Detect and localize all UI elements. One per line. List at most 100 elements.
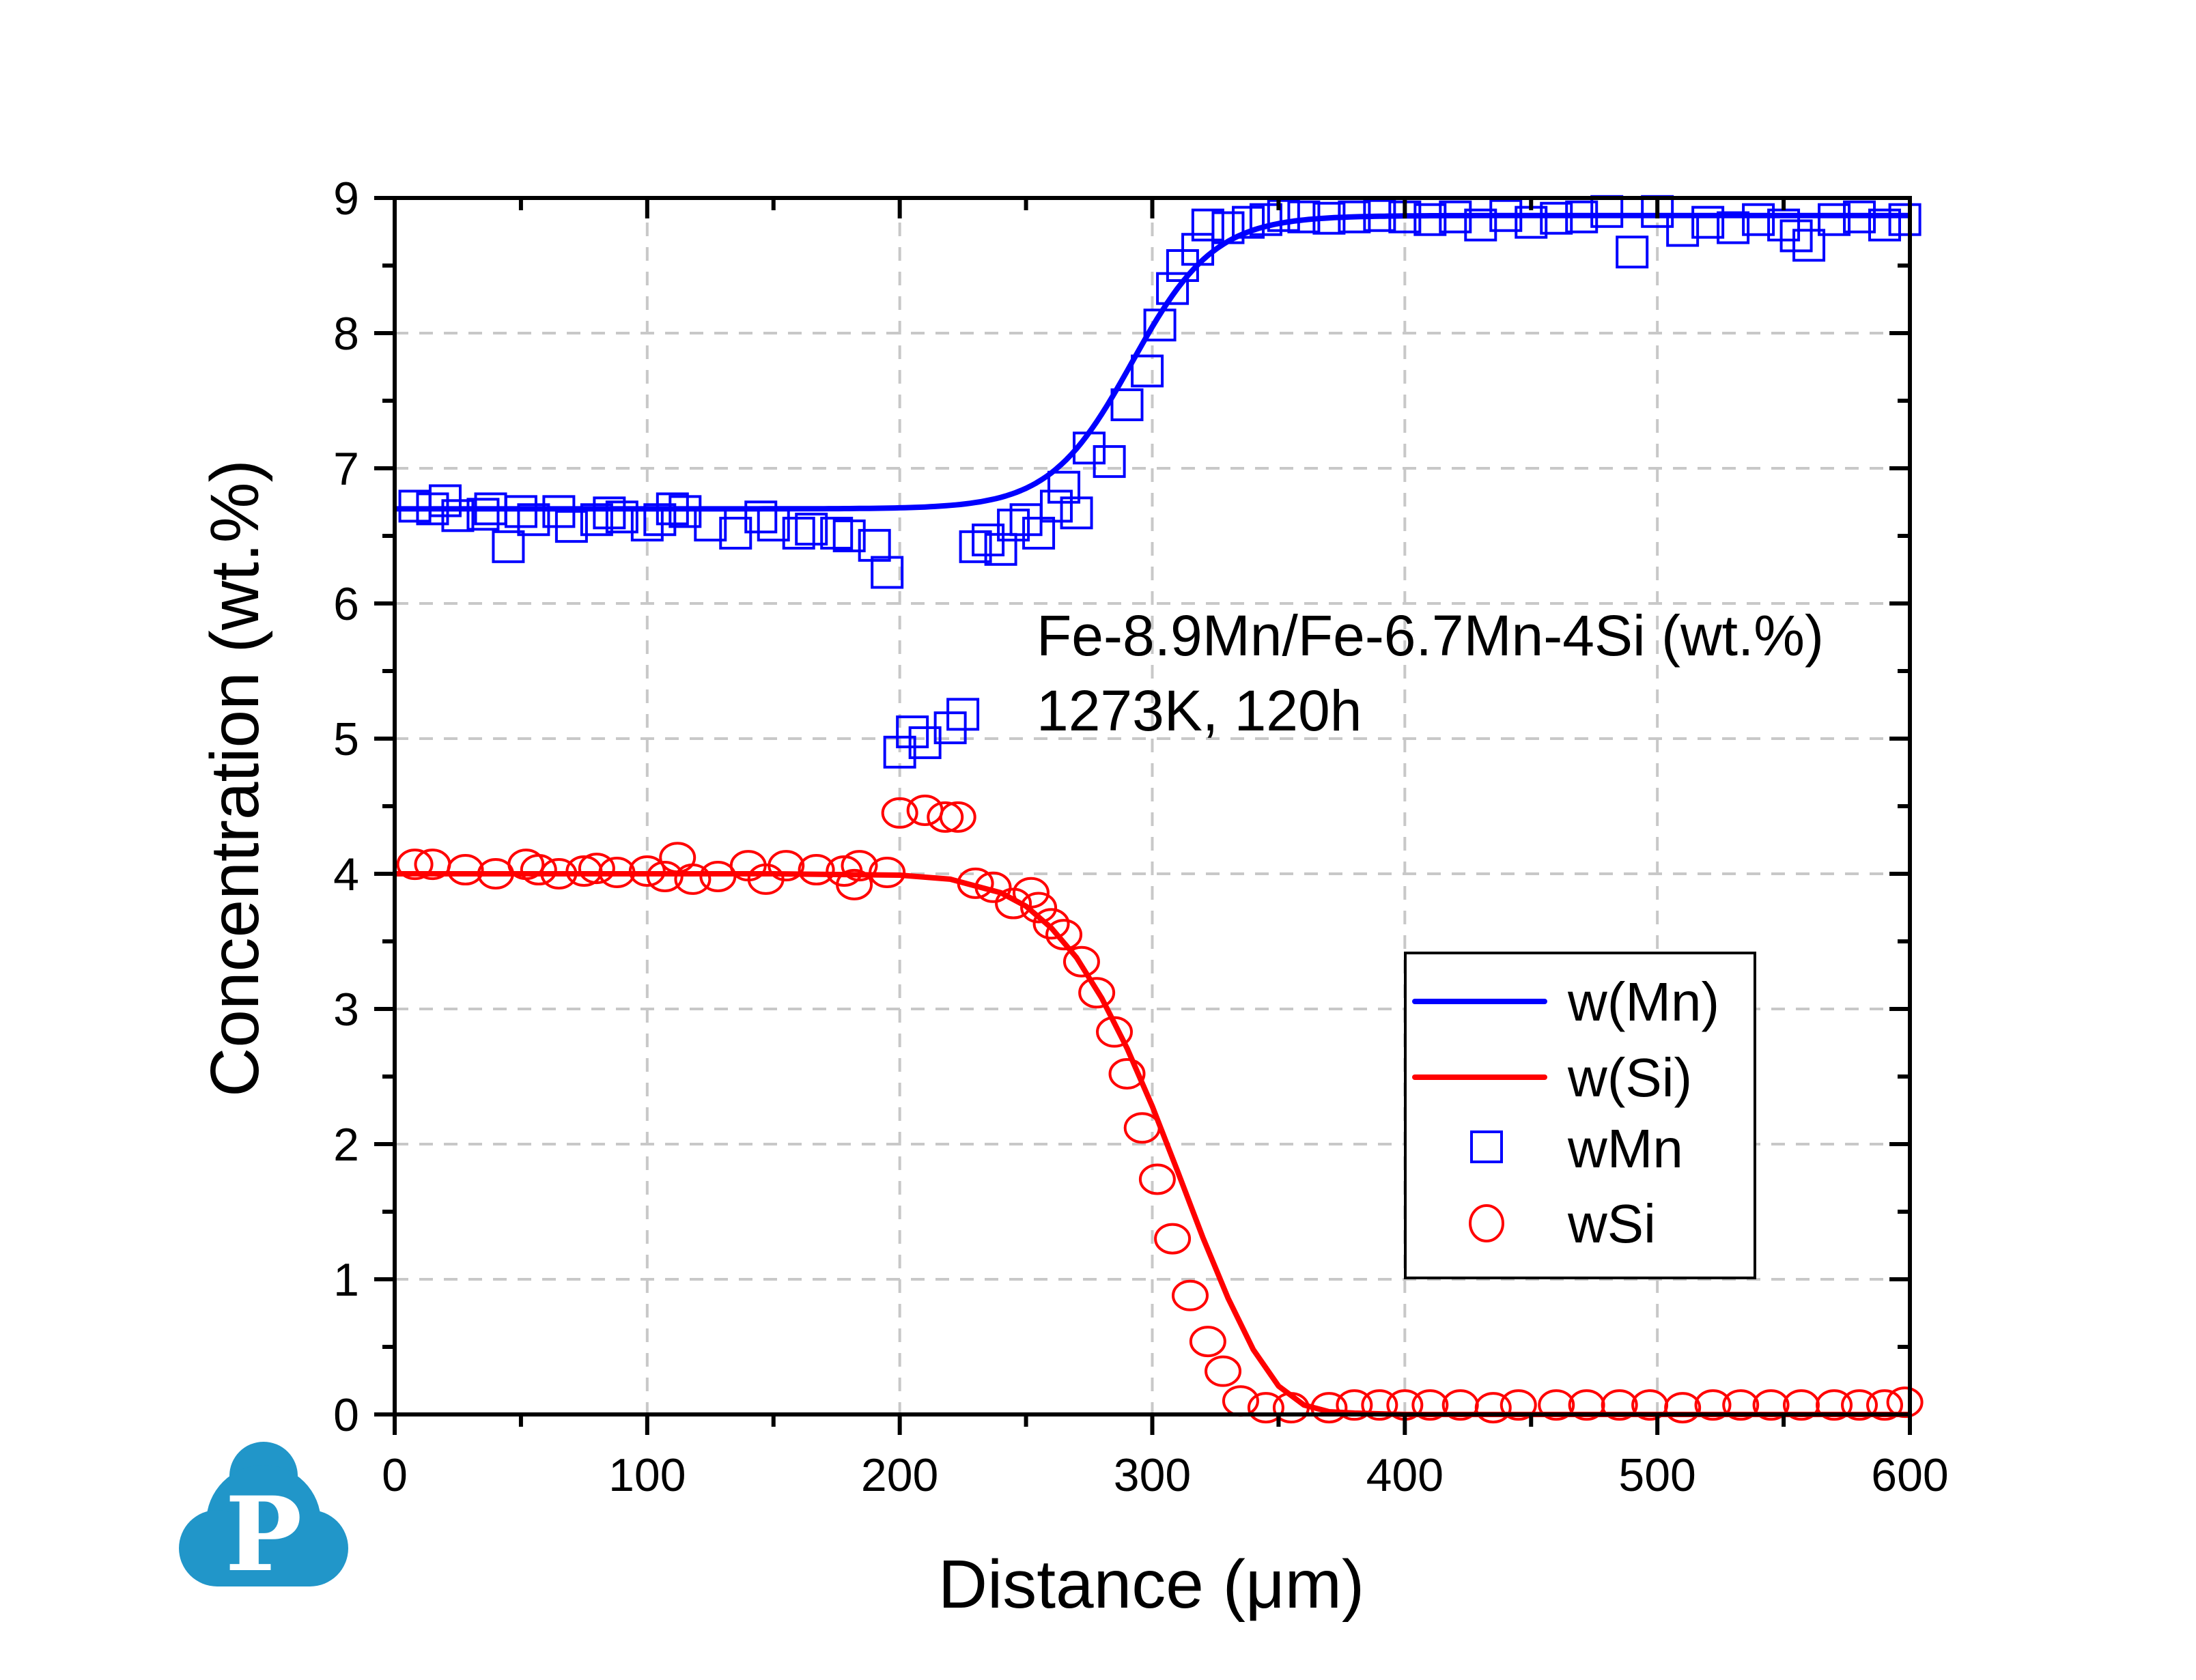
- marker-square-wmn: [1073, 431, 1106, 465]
- marker-circle-wsi: [1272, 1392, 1310, 1424]
- marker-circle-wsi: [1123, 1112, 1161, 1144]
- marker-circle-wsi: [798, 854, 835, 886]
- marker-square-wmn: [492, 530, 525, 563]
- y-tick-label: 4: [333, 849, 359, 900]
- marker-square-wmn: [554, 510, 588, 543]
- y-tick-label: 2: [333, 1119, 359, 1171]
- marker-square-wmn: [416, 492, 449, 526]
- marker-circle-wsi: [1752, 1389, 1790, 1421]
- marker-circle-wsi: [1694, 1389, 1732, 1421]
- marker-circle-wsi: [1886, 1386, 1924, 1419]
- marker-square-wmn: [1287, 200, 1321, 233]
- x-tick-label: 600: [1871, 1449, 1948, 1501]
- marker-circle-wsi: [906, 794, 944, 826]
- marker-circle-wsi: [1247, 1392, 1284, 1424]
- marker-square-wmn: [580, 503, 613, 537]
- marker-circle-wsi: [1189, 1326, 1226, 1358]
- marker-square-wmn: [744, 500, 778, 534]
- marker-square-wmn: [1232, 205, 1265, 239]
- logo-letter: P: [225, 1475, 302, 1595]
- marker-circle-wsi: [674, 863, 712, 895]
- marker-circle-wsi: [1020, 892, 1058, 924]
- x-tick-label: 300: [1114, 1449, 1191, 1501]
- marker-circle-wsi: [1096, 1016, 1134, 1048]
- marker-circle-wsi: [957, 867, 994, 899]
- marker-circle-wsi: [1205, 1355, 1242, 1387]
- marker-circle-wsi: [927, 801, 964, 833]
- marker-circle-wsi: [1664, 1392, 1702, 1424]
- marker-square-wmn: [1818, 203, 1851, 236]
- marker-circle-wsi: [1222, 1385, 1259, 1417]
- marker-circle-wsi: [881, 797, 918, 829]
- marker-square-wmn: [1691, 205, 1725, 239]
- y-axis-title: Concentration (wt.%): [197, 459, 273, 1097]
- marker-square-wmn: [593, 496, 626, 530]
- marker-square-wmn: [1464, 208, 1497, 242]
- marker-circle-wsi: [841, 850, 878, 882]
- marker-circle-wsi: [396, 849, 434, 881]
- legend-box: [1404, 952, 1756, 1279]
- marker-square-wmn: [1110, 388, 1144, 421]
- marker-square-wmn: [504, 495, 537, 528]
- marker-square-wmn: [1717, 211, 1750, 244]
- annotation-composition: Fe-8.9Mn/Fe-6.7Mn-4Si (wt.%): [1037, 603, 1824, 668]
- marker-circle-wsi: [1012, 877, 1050, 909]
- marker-square-wmn: [441, 499, 475, 532]
- x-tick-label: 200: [861, 1449, 938, 1501]
- marker-circle-wsi: [1500, 1389, 1537, 1421]
- marker-square-wmn: [1666, 214, 1700, 247]
- marker-circle-wsi: [1154, 1223, 1192, 1255]
- marker-square-wmn: [1039, 489, 1073, 523]
- marker-circle-wsi: [1601, 1389, 1638, 1421]
- marker-square-wmn: [757, 509, 790, 542]
- marker-circle-wsi: [1841, 1389, 1878, 1421]
- marker-square-wmn: [1843, 200, 1876, 233]
- marker-circle-wsi: [939, 801, 976, 833]
- marker-square-wmn: [1439, 200, 1472, 233]
- x-tick-label: 400: [1366, 1449, 1444, 1501]
- marker-square-wmn: [782, 517, 815, 550]
- marker-circle-wsi: [646, 860, 684, 892]
- x-tick-label: 0: [382, 1449, 408, 1501]
- legend-swatch-wmn: [1470, 1130, 1503, 1163]
- marker-square-wmn: [1022, 517, 1056, 550]
- marker-square-wmn: [1413, 203, 1447, 236]
- marker-circle-wsi: [1538, 1389, 1575, 1421]
- marker-square-wmn: [946, 698, 980, 731]
- marker-square-wmn: [1565, 200, 1599, 233]
- marker-square-wmn: [668, 495, 702, 528]
- y-tick-label: 0: [333, 1389, 359, 1441]
- marker-square-wmn: [1338, 200, 1371, 233]
- marker-circle-wsi: [1411, 1389, 1449, 1421]
- marker-square-wmn: [466, 498, 500, 531]
- marker-square-wmn: [1540, 201, 1573, 235]
- x-axis-title: Distance (μm): [938, 1546, 1364, 1623]
- marker-circle-wsi: [1171, 1279, 1209, 1311]
- cloud-logo-icon: [179, 1442, 348, 1586]
- marker-circle-wsi: [869, 857, 906, 889]
- marker-circle-wsi: [578, 853, 615, 885]
- marker-circle-wsi: [1474, 1392, 1512, 1424]
- y-tick-label: 1: [333, 1254, 359, 1306]
- marker-square-wmn: [656, 492, 689, 526]
- marker-circle-wsi: [628, 855, 666, 887]
- marker-square-wmn: [933, 711, 967, 745]
- y-tick-label: 9: [333, 173, 359, 225]
- marker-circle-wsi: [1045, 919, 1083, 951]
- annotation-conditions: 1273K, 120h: [1037, 679, 1362, 743]
- marker-square-wmn: [959, 530, 992, 563]
- marker-square-wmn: [795, 513, 828, 546]
- axis-ticks: [374, 196, 1912, 1435]
- marker-circle-wsi: [974, 871, 1012, 903]
- marker-circle-wsi: [1062, 945, 1100, 978]
- marker-square-wmn: [871, 556, 904, 589]
- legend-label-w-si: w(Si): [1567, 1047, 1692, 1108]
- marker-circle-wsi: [1816, 1389, 1853, 1421]
- marker-square-wmn: [1143, 309, 1177, 342]
- marker-circle-wsi: [1032, 908, 1070, 940]
- marker-square-wmn: [1779, 219, 1813, 253]
- x-tick-label: 100: [608, 1449, 686, 1501]
- legend-swatch-wsi: [1469, 1204, 1504, 1242]
- marker-square-wmn: [1156, 272, 1190, 305]
